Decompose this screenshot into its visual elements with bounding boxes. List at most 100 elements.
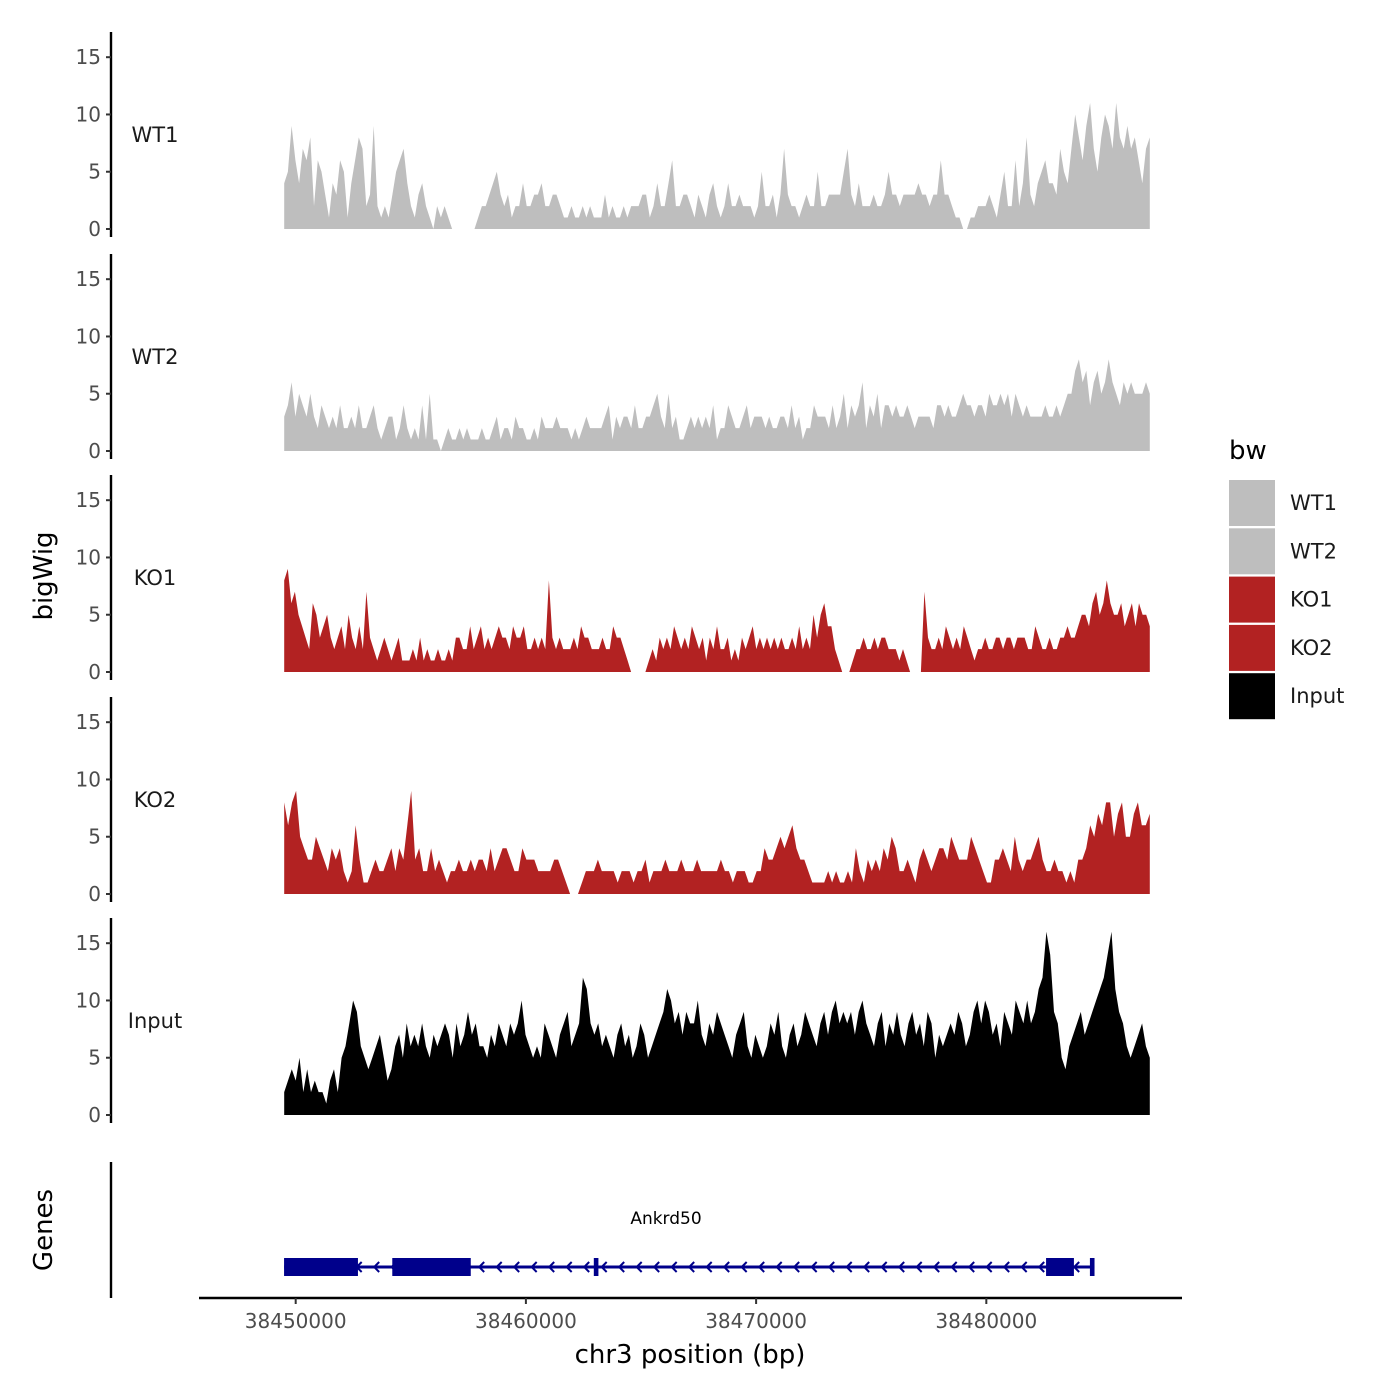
- strand-arrow: [372, 1261, 380, 1273]
- legend-swatch-input: [1229, 673, 1275, 720]
- y-tick-label: 5: [88, 825, 101, 849]
- genes-axis-title: Genes: [29, 1189, 59, 1271]
- gene-exon: [593, 1258, 599, 1276]
- y-tick-label: 0: [88, 882, 101, 906]
- y-tick-label: 5: [88, 382, 101, 406]
- y-axis-title: bigWig: [29, 531, 59, 620]
- legend-swatch-ko1: [1229, 576, 1275, 623]
- signal-area-ko2: [284, 790, 1150, 894]
- y-tick-label: 15: [76, 267, 101, 291]
- strand-arrow: [740, 1261, 748, 1273]
- strand-arrow: [757, 1261, 765, 1273]
- strand-arrow: [512, 1261, 520, 1273]
- x-tick-label: 38470000: [705, 1309, 807, 1333]
- x-tick-label: 38460000: [475, 1309, 577, 1333]
- y-tick-label: 15: [76, 488, 101, 512]
- legend-swatch-wt2: [1229, 528, 1275, 575]
- track-ko1: 0 5 10 15 KO1: [76, 475, 1150, 684]
- gene-exon: [1089, 1258, 1095, 1276]
- gene-track: Ankrd50: [109, 1162, 1095, 1298]
- signal-area-input: [284, 931, 1150, 1115]
- track-label-ko2: KO2: [134, 788, 177, 812]
- strand-arrow: [880, 1261, 888, 1273]
- legend: bw WT1 WT2 KO1 KO2 Input: [1229, 436, 1344, 720]
- strand-arrow: [477, 1261, 485, 1273]
- signal-area-wt1: [284, 103, 1150, 229]
- strand-arrow: [915, 1261, 923, 1273]
- track-label-input: Input: [128, 1009, 182, 1033]
- legend-swatch-wt1: [1229, 480, 1275, 526]
- strand-arrow: [792, 1261, 800, 1273]
- strand-arrow: [722, 1261, 730, 1273]
- strand-arrow: [687, 1261, 695, 1273]
- track-label-wt1: WT1: [132, 123, 179, 147]
- y-tick-label: 5: [88, 603, 101, 627]
- legend-label-ko2: KO2: [1290, 636, 1333, 660]
- y-tick-label: 10: [76, 988, 101, 1012]
- legend-label-ko1: KO1: [1290, 588, 1333, 612]
- signal-area-ko1: [284, 568, 1150, 672]
- y-tick-label: 10: [76, 324, 101, 348]
- track-label-ko1: KO1: [134, 566, 177, 590]
- strand-arrow: [617, 1261, 625, 1273]
- strand-arrow: [495, 1261, 503, 1273]
- strand-arrow: [845, 1261, 853, 1273]
- y-tick-label: 10: [76, 767, 101, 791]
- legend-title: bw: [1229, 436, 1267, 466]
- y-tick-label: 0: [88, 660, 101, 684]
- strand-arrow: [950, 1261, 958, 1273]
- track-label-wt2: WT2: [132, 345, 179, 369]
- gene-coding-exon: [1046, 1258, 1074, 1276]
- y-tick-label: 5: [88, 1046, 101, 1070]
- track-wt1: 0 5 10 15 WT1: [76, 32, 1150, 241]
- x-tick-label: 38480000: [935, 1309, 1037, 1333]
- y-tick-label: 0: [88, 1103, 101, 1127]
- strand-arrow: [810, 1261, 818, 1273]
- y-tick-label: 0: [88, 439, 101, 463]
- x-axis: 38450000 38460000 38470000 38480000 chr3 po…: [199, 1296, 1182, 1370]
- strand-arrow: [775, 1261, 783, 1273]
- strand-arrow: [932, 1261, 940, 1273]
- gene-coding-exon: [392, 1258, 471, 1276]
- strand-arrow: [530, 1261, 538, 1273]
- x-axis-title: chr3 position (bp): [575, 1340, 806, 1370]
- strand-arrow: [862, 1261, 870, 1273]
- strand-arrow: [1002, 1261, 1010, 1273]
- y-tick-label: 10: [76, 102, 101, 126]
- strand-arrow: [1072, 1261, 1080, 1273]
- strand-arrow: [827, 1261, 835, 1273]
- strand-arrow: [635, 1261, 643, 1273]
- legend-swatch-ko2: [1229, 624, 1275, 671]
- legend-label-input: Input: [1290, 684, 1344, 708]
- x-tick-label: 38450000: [245, 1309, 347, 1333]
- strand-arrow: [967, 1261, 975, 1273]
- strand-arrow: [1037, 1261, 1045, 1273]
- strand-arrow: [670, 1261, 678, 1273]
- strand-arrow: [652, 1261, 660, 1273]
- strand-arrow: [600, 1261, 608, 1273]
- strand-arrow: [565, 1261, 573, 1273]
- y-tick-label: 10: [76, 545, 101, 569]
- track-wt2: 0 5 10 15 WT2: [76, 254, 1150, 463]
- track-input: 0 5 10 15 Input: [76, 918, 1150, 1127]
- gene-label: Ankrd50: [630, 1209, 701, 1229]
- gene-model: [284, 1258, 1095, 1276]
- strand-arrow: [705, 1261, 713, 1273]
- y-tick-label: 0: [88, 217, 101, 241]
- y-tick-label: 15: [76, 931, 101, 955]
- strand-arrow: [1020, 1261, 1028, 1273]
- legend-label-wt1: WT1: [1290, 491, 1337, 515]
- x-ticks: 38450000 38460000 38470000 38480000: [245, 1298, 1037, 1333]
- legend-items: WT1 WT2 KO1 KO2 Input: [1229, 480, 1344, 720]
- track-ko2: 0 5 10 15 KO2: [76, 697, 1150, 906]
- strand-arrow: [582, 1261, 590, 1273]
- strand-arrow: [985, 1261, 993, 1273]
- strand-arrow: [547, 1261, 555, 1273]
- y-tick-label: 15: [76, 45, 101, 69]
- y-tick-label: 5: [88, 160, 101, 184]
- gene-coding-exon: [284, 1258, 358, 1276]
- strand-arrow: [897, 1261, 905, 1273]
- signal-area-wt2: [284, 359, 1150, 451]
- legend-label-wt2: WT2: [1290, 539, 1337, 563]
